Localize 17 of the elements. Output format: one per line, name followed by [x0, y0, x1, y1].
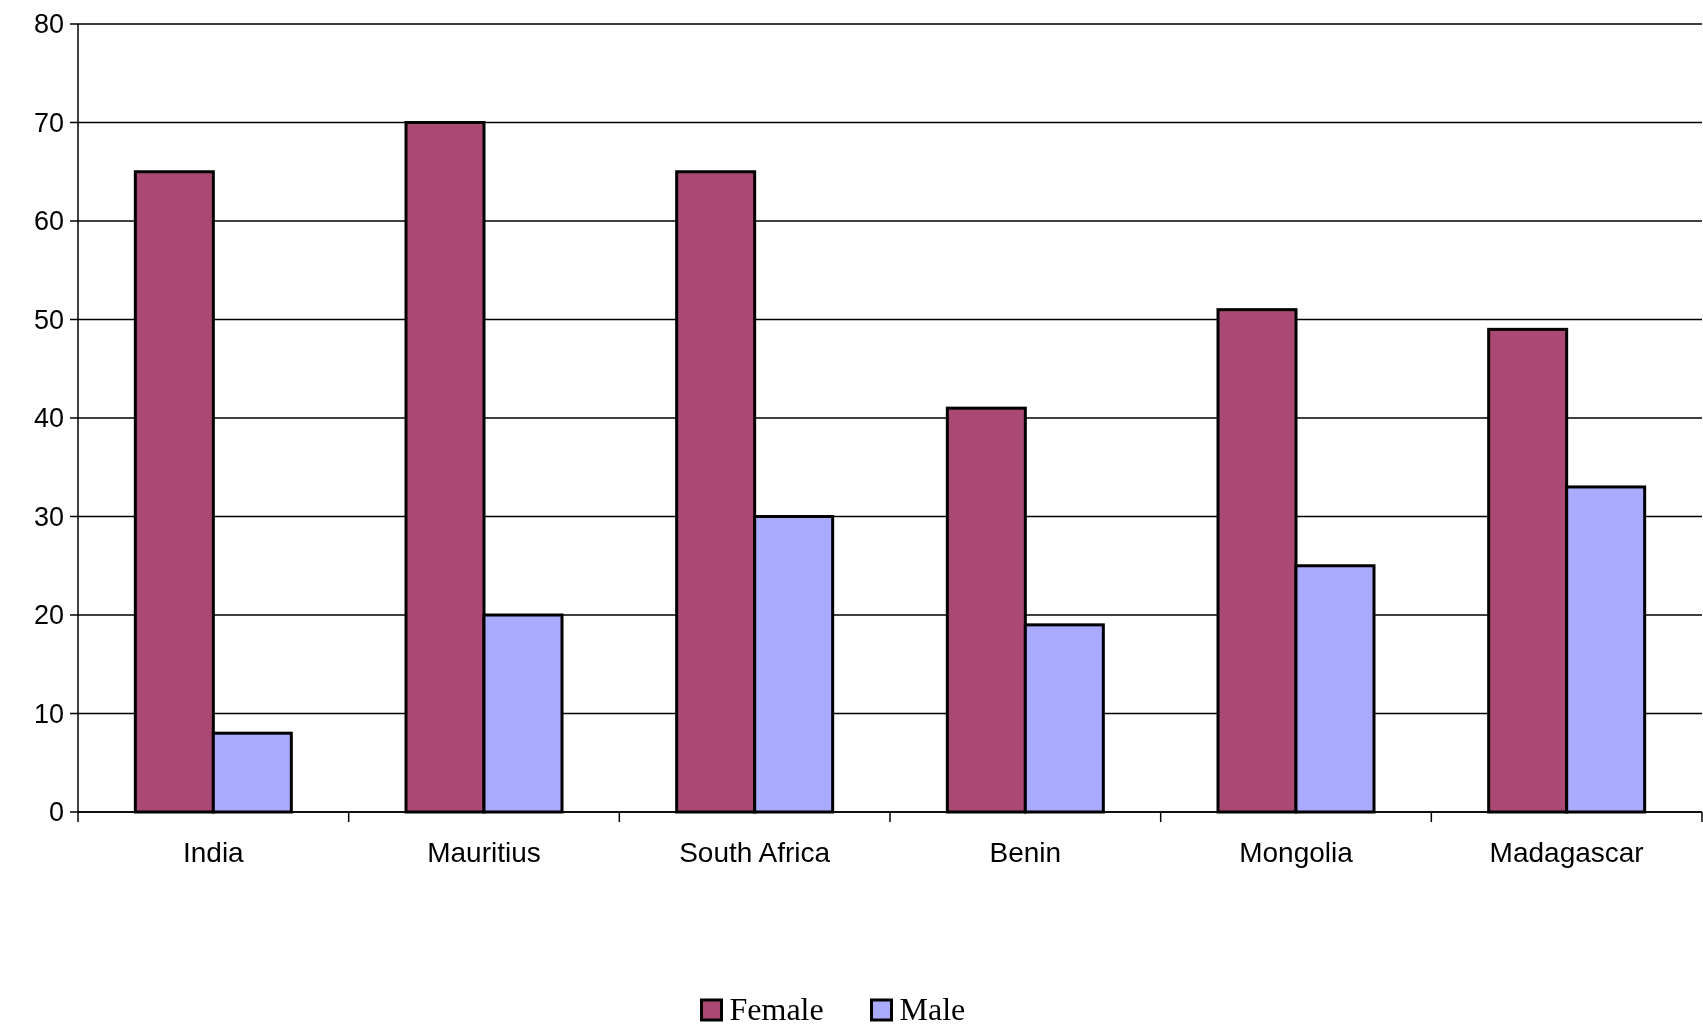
legend-label: Male [899, 991, 966, 1027]
y-tick-label: 0 [48, 797, 64, 828]
x-tick-label: Madagascar [1489, 837, 1644, 868]
y-tick-label: 30 [33, 501, 64, 532]
y-tick-label: 20 [33, 600, 64, 631]
legend-label: Female [729, 991, 824, 1027]
x-tick-label: India [182, 837, 245, 868]
y-tick-label: 70 [33, 107, 64, 138]
y-tick-label: 60 [33, 206, 64, 237]
y-tick-label: 10 [33, 698, 64, 729]
x-tick-label: Mongolia [1239, 837, 1354, 868]
y-tick-label: 80 [33, 9, 64, 40]
y-tick-label: 50 [33, 304, 64, 335]
x-tick-label: South Africa [679, 837, 831, 868]
y-tick-label: 40 [33, 403, 64, 434]
x-tick-label: Benin [989, 837, 1062, 868]
x-tick-label: Mauritius [427, 837, 541, 868]
